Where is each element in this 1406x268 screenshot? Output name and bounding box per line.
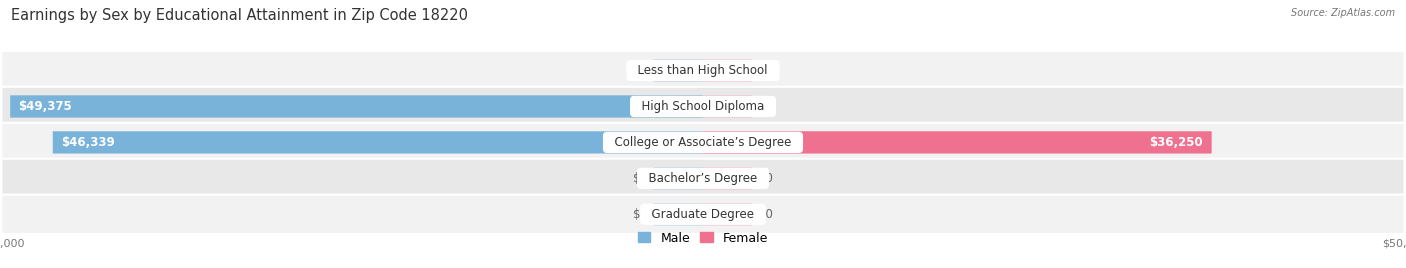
FancyBboxPatch shape — [703, 95, 752, 118]
FancyBboxPatch shape — [654, 203, 703, 225]
FancyBboxPatch shape — [53, 131, 703, 154]
Text: $0: $0 — [758, 100, 773, 113]
Text: College or Associate’s Degree: College or Associate’s Degree — [607, 136, 799, 149]
Legend: Male, Female: Male, Female — [638, 232, 768, 245]
Text: $0: $0 — [758, 172, 773, 185]
Text: Graduate Degree: Graduate Degree — [644, 208, 762, 221]
FancyBboxPatch shape — [703, 131, 1212, 154]
FancyBboxPatch shape — [1, 159, 1405, 198]
FancyBboxPatch shape — [703, 167, 752, 189]
Text: $0: $0 — [758, 208, 773, 221]
Text: $0: $0 — [633, 172, 648, 185]
Text: $0: $0 — [758, 64, 773, 77]
Text: Bachelor’s Degree: Bachelor’s Degree — [641, 172, 765, 185]
FancyBboxPatch shape — [703, 59, 752, 82]
FancyBboxPatch shape — [1, 123, 1405, 162]
FancyBboxPatch shape — [1, 87, 1405, 126]
Text: $49,375: $49,375 — [18, 100, 72, 113]
Text: Earnings by Sex by Educational Attainment in Zip Code 18220: Earnings by Sex by Educational Attainmen… — [11, 8, 468, 23]
FancyBboxPatch shape — [10, 95, 703, 118]
Text: $46,339: $46,339 — [62, 136, 115, 149]
Text: High School Diploma: High School Diploma — [634, 100, 772, 113]
Text: $0: $0 — [633, 64, 648, 77]
FancyBboxPatch shape — [654, 59, 703, 82]
FancyBboxPatch shape — [703, 203, 752, 225]
Text: $0: $0 — [633, 208, 648, 221]
Text: Less than High School: Less than High School — [630, 64, 776, 77]
FancyBboxPatch shape — [1, 195, 1405, 234]
Text: Source: ZipAtlas.com: Source: ZipAtlas.com — [1291, 8, 1395, 18]
Text: $36,250: $36,250 — [1150, 136, 1204, 149]
FancyBboxPatch shape — [654, 167, 703, 189]
FancyBboxPatch shape — [1, 51, 1405, 90]
